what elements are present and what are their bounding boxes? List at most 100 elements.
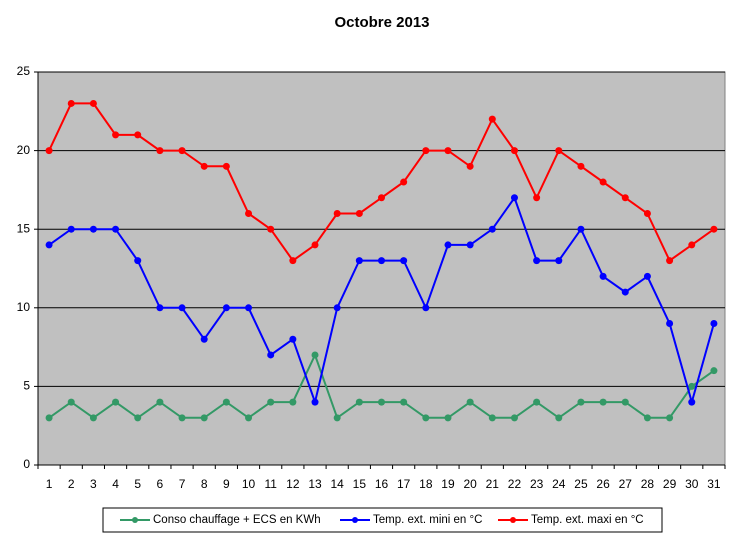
data-point	[134, 131, 142, 139]
x-tick-label: 12	[286, 477, 300, 491]
data-point	[378, 194, 385, 202]
data-point	[311, 351, 319, 359]
data-point	[355, 257, 363, 265]
x-tick-label: 25	[574, 477, 588, 491]
data-point	[400, 398, 408, 406]
data-point	[333, 414, 341, 422]
data-point	[688, 398, 696, 406]
data-point	[444, 241, 452, 249]
x-tick-label: 17	[397, 477, 411, 491]
data-point	[67, 398, 75, 406]
data-point	[67, 225, 75, 233]
data-point	[621, 398, 629, 406]
data-point	[666, 320, 674, 328]
data-point	[466, 241, 474, 249]
x-tick-label: 2	[68, 477, 75, 491]
data-point	[267, 398, 275, 406]
data-point	[710, 320, 718, 328]
data-point	[577, 162, 585, 170]
x-tick-label: 4	[112, 477, 119, 491]
data-point	[112, 131, 120, 139]
x-tick-label: 7	[179, 477, 186, 491]
data-point	[134, 257, 142, 265]
data-point	[444, 147, 452, 155]
data-point	[577, 398, 585, 406]
x-tick-label: 15	[353, 477, 367, 491]
data-point	[112, 225, 120, 233]
x-tick-label: 26	[596, 477, 610, 491]
data-point	[378, 398, 385, 406]
x-tick-label: 30	[685, 477, 699, 491]
data-point	[178, 414, 186, 422]
data-point	[267, 351, 275, 359]
x-tick-label: 23	[530, 477, 544, 491]
x-tick-label: 5	[134, 477, 141, 491]
x-tick-label: 16	[375, 477, 389, 491]
x-tick-label: 28	[641, 477, 655, 491]
data-point	[245, 414, 253, 422]
y-tick-label: 0	[23, 457, 30, 471]
data-point	[112, 398, 120, 406]
x-tick-label: 8	[201, 477, 208, 491]
data-point	[488, 225, 496, 233]
data-point	[378, 257, 385, 265]
x-tick-label: 21	[486, 477, 500, 491]
data-point	[533, 398, 541, 406]
data-point	[134, 414, 142, 422]
data-point	[533, 257, 541, 265]
data-point	[222, 162, 230, 170]
legend-marker	[352, 517, 358, 523]
data-point	[89, 414, 97, 422]
x-tick-label: 9	[223, 477, 230, 491]
data-point	[643, 272, 651, 280]
data-point	[67, 99, 75, 107]
data-point	[222, 304, 230, 312]
data-point	[422, 147, 430, 155]
data-point	[156, 398, 164, 406]
legend-marker	[132, 517, 138, 523]
y-tick-label: 20	[17, 143, 31, 157]
data-point	[666, 414, 674, 422]
data-point	[289, 398, 297, 406]
data-point	[599, 398, 607, 406]
data-point	[510, 414, 518, 422]
data-point	[422, 304, 430, 312]
x-tick-label: 19	[441, 477, 455, 491]
data-point	[45, 147, 53, 155]
data-point	[267, 225, 275, 233]
legend-marker	[510, 517, 516, 523]
data-point	[45, 414, 53, 422]
x-tick-label: 31	[707, 477, 721, 491]
x-tick-label: 22	[508, 477, 522, 491]
data-point	[156, 147, 164, 155]
data-point	[89, 99, 97, 107]
y-tick-label: 15	[17, 221, 31, 235]
data-point	[599, 272, 607, 280]
x-tick-label: 24	[552, 477, 566, 491]
x-tick-label: 18	[419, 477, 433, 491]
data-point	[289, 335, 297, 343]
data-point	[599, 178, 607, 186]
data-point	[333, 304, 341, 312]
data-point	[289, 257, 297, 265]
data-point	[422, 414, 430, 422]
data-point	[621, 288, 629, 296]
data-point	[577, 225, 585, 233]
legend-label: Temp. ext. mini en °C	[373, 514, 482, 526]
x-tick-label: 6	[157, 477, 164, 491]
data-point	[710, 367, 718, 375]
data-point	[245, 209, 253, 217]
data-point	[89, 225, 97, 233]
legend-label: Temp. ext. maxi en °C	[531, 514, 644, 526]
x-tick-label: 29	[663, 477, 677, 491]
data-point	[178, 304, 186, 312]
legend-box	[102, 507, 663, 533]
x-tick-label: 20	[463, 477, 477, 491]
data-point	[156, 304, 164, 312]
data-point	[488, 115, 496, 123]
x-tick-label: 11	[264, 477, 277, 491]
data-point	[488, 414, 496, 422]
data-point	[555, 414, 563, 422]
data-point	[355, 209, 363, 217]
